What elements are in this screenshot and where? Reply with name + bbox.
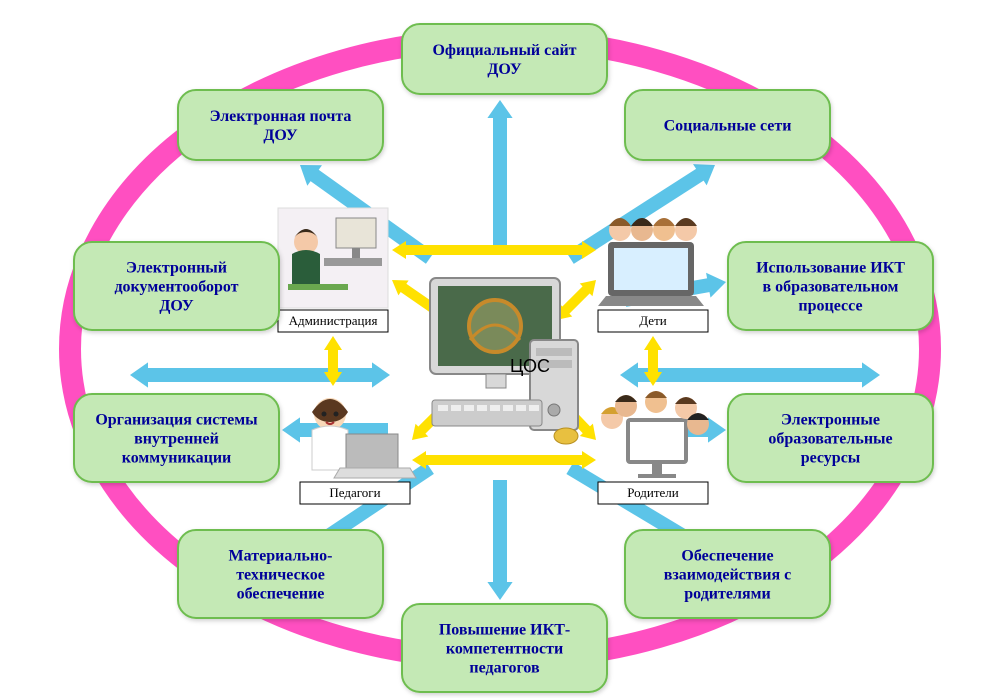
inner-node-teach: Педагоги	[300, 398, 416, 504]
box-parents: Обеспечение взаимодействия сродителями	[625, 530, 830, 618]
diagram-canvas: ЦОС Администрация Дети Педагоги Родители Оф…	[0, 0, 1004, 698]
box-text: Использование ИКТ	[756, 260, 905, 277]
box-text: взаимодействия с	[664, 567, 792, 584]
box-text: техническое	[236, 567, 325, 584]
box-text: Повышение ИКТ-	[439, 622, 570, 639]
box-text: образовательные	[768, 431, 892, 448]
center-computer: ЦОС	[430, 278, 578, 444]
box-text: в образовательном	[763, 279, 899, 296]
box-text: ДОУ	[159, 297, 194, 314]
box-text: Электронная почта	[210, 108, 352, 125]
box-social: Социальные сети	[625, 90, 830, 160]
box-text: родителями	[684, 585, 770, 602]
box-text: обеспечение	[237, 585, 325, 602]
box-text: Электронный	[126, 260, 227, 277]
box-text: Официальный сайт	[432, 42, 576, 59]
box-text: компетентности	[446, 641, 563, 658]
box-eor: Электронные образовательныересурсы	[728, 394, 933, 482]
box-text: Организация системы	[95, 412, 258, 429]
box-text: документооборот	[114, 279, 238, 296]
box-text: внутренней	[134, 431, 219, 448]
box-text: ресурсы	[801, 449, 861, 466]
box-text: ДОУ	[263, 127, 298, 144]
center-label: ЦОС	[510, 356, 550, 376]
box-site: Официальный сайт ДОУ	[402, 24, 607, 94]
inner-node-label: Администрация	[289, 313, 378, 328]
box-text: коммуникации	[122, 449, 232, 466]
inner-node-admin: Администрация	[278, 208, 388, 332]
box-text: Электронные	[781, 412, 880, 429]
box-text: процессе	[798, 297, 862, 314]
box-text: Социальные сети	[664, 118, 792, 135]
inner-node-label: Дети	[639, 313, 666, 328]
inner-node-kids: Дети	[598, 218, 708, 332]
inner-node-label: Родители	[627, 485, 679, 500]
inner-node-par: Родители	[598, 391, 709, 504]
box-text: Обеспечение	[681, 548, 773, 565]
inner-node-label: Педагоги	[329, 485, 380, 500]
box-org: Организация системы внутреннейкоммуникаци…	[74, 394, 279, 482]
box-ikt: Использование ИКТ в образовательномпроцес…	[728, 242, 933, 330]
box-text: педагогов	[469, 659, 540, 676]
box-email: Электронная почта ДОУ	[178, 90, 383, 160]
box-text: Материально-	[229, 548, 333, 565]
box-doc: Электронный документооборотДОУ	[74, 242, 279, 330]
box-mto: Материально-техническоеобеспечение	[178, 530, 383, 618]
box-text: ДОУ	[487, 61, 522, 78]
box-comp: Повышение ИКТ-компетентностипедагогов	[402, 604, 607, 692]
